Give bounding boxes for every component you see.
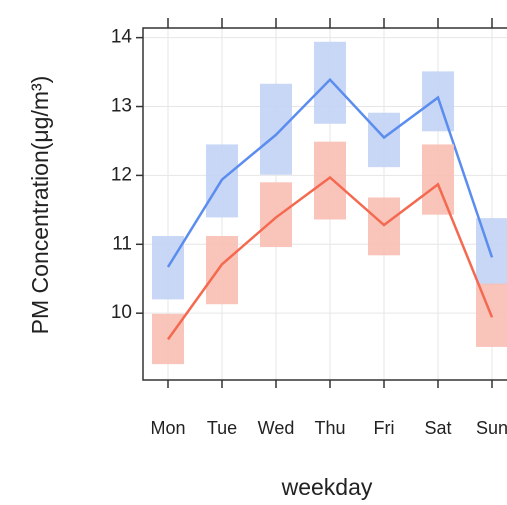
confidence-band [314,141,346,220]
confidence-band [476,218,507,285]
x-tick-label: Sun [476,418,507,438]
y-tick-label: 12 [111,164,132,185]
confidence-band [260,83,292,175]
x-tick-label: Mon [150,418,185,438]
confidence-band [368,112,400,168]
plot-frame [142,27,507,381]
confidence-band [314,41,346,124]
x-tick-label: Tue [207,418,237,438]
x-tick-label: Fri [374,418,395,438]
confidence-band [422,144,454,215]
x-tick-label: Sat [424,418,451,438]
y-axis-label: PM Concentration(μg/m³) [27,76,53,335]
series-line [166,77,494,268]
x-axis-label: weekday [281,474,373,500]
confidence-band [260,182,292,248]
confidence-band [206,236,238,305]
y-tick-label: 11 [112,233,132,254]
y-tick-label: 10 [111,302,132,323]
y-tick-label: 14 [111,27,133,48]
confidence-band [152,236,184,300]
y-tick-label: 13 [111,96,132,117]
x-tick-label: Wed [258,418,295,438]
series-line [166,175,494,341]
x-tick-label: Thu [314,418,345,438]
